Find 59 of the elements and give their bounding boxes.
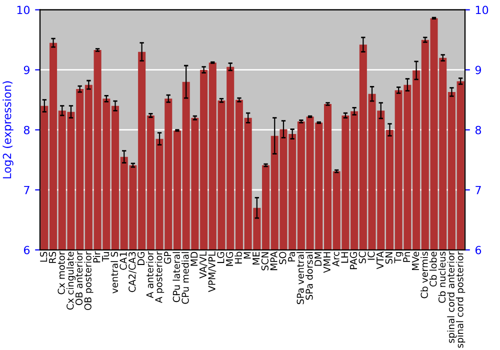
x-tick-label: ME [252, 252, 260, 264]
x-tick-label: LG [217, 252, 224, 263]
x-tick-label: LS [40, 252, 48, 262]
x-tick-label: ventral S [110, 252, 118, 294]
x-tick-label: GP [164, 252, 172, 264]
y2-tick-label: 6 [476, 246, 482, 254]
x-tick-label: CA2/CA3 [128, 252, 136, 292]
x-tick-label: IC [368, 252, 375, 260]
x-tick-label: Arc [332, 252, 340, 267]
y-tick-label: 6 [24, 246, 30, 254]
x-tick-label: SPa dorsal [305, 252, 313, 300]
x-tick-label: MG [226, 252, 234, 266]
y-tick-label: 10 [17, 6, 30, 14]
y-tick-label: 9 [24, 66, 30, 74]
x-tick-label: SCN [261, 252, 269, 270]
x-tick-label: Pn [403, 252, 410, 262]
x-tick-label: Cx cingulate [66, 252, 76, 310]
x-tick-label: SC [358, 252, 366, 264]
y-axis-title: Log2 (expression) [2, 81, 14, 178]
x-tick-label: RS [48, 252, 56, 263]
x-tick-label: Cb lobe [429, 252, 437, 287]
x-tick-label: A anterior [146, 251, 154, 298]
y2-tick-label: 10 [476, 6, 488, 14]
x-tick-label: SPa ventral [296, 252, 304, 304]
y-tick-label: 7 [24, 186, 30, 194]
x-tick-label: VTA [376, 251, 384, 270]
x-tick-label: CPu lateral [172, 252, 180, 302]
x-tick-label: LH [341, 252, 348, 263]
x-tick-label: Cb nucleus [438, 252, 446, 303]
x-tick-label: MD [190, 252, 198, 266]
x-tick-label: CPu medial [182, 252, 189, 304]
x-tick-label: spinal cord anterior [447, 251, 456, 343]
x-tick-label: Tg [394, 252, 404, 264]
x-tick-label: Pir [92, 251, 100, 262]
x-tick-label: A posterior [154, 251, 164, 304]
x-tick-label: Pa [288, 252, 296, 262]
y2-tick-label: 7 [476, 186, 481, 194]
x-tick-label: VA/VL [200, 251, 208, 278]
x-tick-label: MPA [270, 251, 278, 270]
y-tick-label: 8 [24, 126, 30, 134]
x-tick-label: Cx motor [58, 251, 65, 294]
x-tick-label: DM [314, 252, 322, 266]
x-tick-label: CA1 [120, 252, 127, 270]
x-tick-label: VPM/VPL [208, 251, 216, 292]
x-tick-label: M [244, 252, 251, 259]
x-tick-label: OB anterior [75, 251, 83, 306]
x-tick-label: OB posterior [84, 251, 94, 310]
x-tick-label: SN [385, 252, 392, 264]
x-tick-label: VMH [323, 252, 330, 273]
x-tick-label: PAG [350, 252, 358, 270]
x-tick-label: Hb [234, 252, 242, 264]
x-tick-label: spinal cord posterior [456, 251, 466, 348]
x-tick-label: SO [279, 252, 286, 264]
x-tick-label: DG [137, 252, 145, 265]
x-tick-label: MVe [412, 252, 420, 270]
x-tick-label: Tu [102, 252, 110, 262]
y2-tick-label: 9 [475, 66, 482, 74]
y2-tick-label: 8 [475, 126, 482, 134]
x-tick-label: Cb vermis [420, 252, 428, 298]
